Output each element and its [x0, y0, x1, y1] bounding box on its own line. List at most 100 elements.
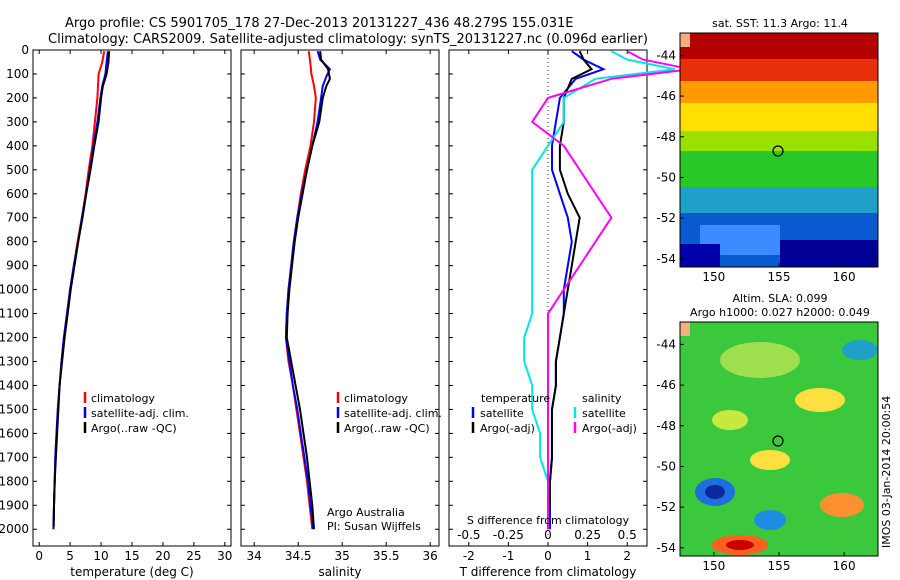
salinity-panel: 34 34.5 35 35.5 36 salinity climatology sate… — [240, 49, 442, 579]
argo-location-marker-sla — [772, 435, 784, 447]
x-tick-label: 20 — [155, 549, 170, 563]
x-tick-label: 15 — [124, 549, 139, 563]
x-tick-label: 0 — [544, 549, 552, 563]
argo-australia-label: Argo Australia — [327, 506, 405, 519]
series-line — [530, 50, 691, 530]
difference-legend: temperature salinity satellite Argo(-adj… — [471, 392, 637, 435]
y-tick-label: 0 — [21, 43, 29, 57]
x-tick-label: 36 — [423, 549, 438, 563]
map-y-tick-label: -48 — [656, 419, 676, 433]
s-diff-tick-label: 0 — [544, 528, 552, 542]
y-tick-label: 1800 — [0, 474, 29, 488]
s-diff-tick-label: -0.5 — [457, 528, 480, 542]
map-x-tick-label: 150 — [702, 270, 725, 284]
salinity-legend: climatology satellite-adj. clim. Argo(..… — [336, 392, 442, 435]
pi-label: PI: Susan Wijffels — [327, 520, 421, 533]
y-tick-label: 400 — [6, 139, 29, 153]
map-x-tick-label: 150 — [702, 559, 725, 573]
x-tick-label: 1 — [584, 549, 592, 563]
temperature-legend: climatology satellite-adj. clim. Argo(..… — [83, 392, 189, 435]
temperature-axes-box — [32, 49, 232, 547]
legend-label-s-argo: Argo(-adj) — [582, 422, 637, 435]
legend-label-s-satellite: satellite — [582, 407, 626, 420]
y-tick-label: 1500 — [0, 402, 29, 416]
map-y-tick-label: -48 — [656, 130, 676, 144]
x-tick-label: 25 — [186, 549, 201, 563]
header-line-1: Argo profile: CS 5901705_178 27-Dec-2013… — [65, 16, 573, 31]
s-difference-label: S difference from climatology — [467, 514, 630, 527]
map-y-tick-label: -54 — [656, 541, 676, 555]
sla-map-panel: Altim. SLA: 0.099 Argo h1000: 0.027 h200… — [656, 292, 879, 573]
y-tick-label: 700 — [6, 211, 29, 225]
salinity-xlabel: salinity — [318, 565, 361, 579]
header-line-2: Climatology: CARS2009. Satellite-adjuste… — [48, 32, 648, 47]
legend-title-salinity: salinity — [582, 392, 622, 405]
x-tick-label: 34 — [247, 549, 262, 563]
map-y-tick-label: -44 — [656, 337, 676, 351]
x-tick-label: 34.5 — [285, 549, 312, 563]
map-y-tick-label: -44 — [656, 48, 676, 62]
y-tick-label: 1600 — [0, 426, 29, 440]
map-y-tick-label: -46 — [656, 89, 676, 103]
sla-map-title-line-2: Argo h1000: 0.027 h2000: 0.049 — [690, 306, 870, 319]
legend-label-t-argo: Argo(-adj) — [480, 422, 535, 435]
y-tick-label: 300 — [6, 115, 29, 129]
map-x-tick-label: 155 — [768, 559, 791, 573]
y-tick-label: 100 — [6, 67, 29, 81]
y-tick-label: 200 — [6, 91, 29, 105]
sla-heatmap — [680, 322, 878, 556]
difference-panel: -2 -1 0 1 2 -0.5 -0.25 0 0.25 0.5 T difference f… — [448, 49, 691, 579]
legend-label-climatology: climatology — [91, 392, 155, 405]
sst-heatmap — [680, 33, 878, 267]
legend-label-argo: Argo(..raw -QC) — [91, 422, 177, 435]
x-tick-label: 35.5 — [373, 549, 400, 563]
map-y-tick-label: -50 — [656, 170, 676, 184]
series-line — [285, 51, 331, 530]
map-x-tick-label: 160 — [833, 270, 856, 284]
series-line — [523, 50, 675, 530]
legend-label-argo: Argo(..raw -QC) — [344, 422, 430, 435]
x-tick-label: 10 — [93, 549, 108, 563]
y-tick-label: 1400 — [0, 378, 29, 392]
y-tick-label: 1000 — [0, 283, 29, 297]
x-tick-label: 35 — [335, 549, 350, 563]
legend-label-t-satellite: satellite — [480, 407, 524, 420]
x-tick-label: 5 — [66, 549, 74, 563]
argo-location-marker-sst — [772, 145, 784, 157]
y-tick-label: 1100 — [0, 307, 29, 321]
y-tick-label: 500 — [6, 163, 29, 177]
y-tick-label: 600 — [6, 187, 29, 201]
imos-timestamp: IMOS 03-Jan-2014 20:00:54 — [880, 396, 893, 548]
sst-map-title: sat. SST: 11.3 Argo: 11.4 — [712, 17, 848, 30]
x-tick-label: -1 — [502, 549, 514, 563]
temperature-xlabel: temperature (deg C) — [70, 565, 193, 579]
salinity-axes-box — [240, 49, 440, 547]
y-tick-label: 1700 — [0, 450, 29, 464]
s-diff-tick-label: -0.25 — [493, 528, 524, 542]
s-diff-tick-label: 0.5 — [618, 528, 637, 542]
sla-map-title-line-1: Altim. SLA: 0.099 — [732, 292, 827, 305]
legend-label-satellite: satellite-adj. clim. — [344, 407, 442, 420]
map-y-tick-label: -50 — [656, 459, 676, 473]
sst-map-panel: sat. SST: 11.3 Argo: 11.4 -44 -46 -48 -50 -5… — [656, 17, 879, 284]
map-y-tick-label: -52 — [656, 500, 676, 514]
y-tick-label: 2000 — [0, 522, 29, 536]
series-line — [52, 51, 111, 527]
x-tick-label: 0 — [35, 549, 43, 563]
y-tick-label: 900 — [6, 259, 29, 273]
t-difference-xlabel: T difference from climatology — [459, 565, 637, 579]
y-tick-label: 800 — [6, 235, 29, 249]
legend-label-satellite: satellite-adj. clim. — [91, 407, 189, 420]
map-y-tick-label: -52 — [656, 211, 676, 225]
y-tick-label: 1300 — [0, 354, 29, 368]
map-y-tick-label: -54 — [656, 252, 676, 266]
x-tick-label: -2 — [463, 549, 475, 563]
x-tick-label: 2 — [623, 549, 631, 563]
legend-label-climatology: climatology — [344, 392, 408, 405]
y-tick-label: 1900 — [0, 498, 29, 512]
map-y-tick-label: -46 — [656, 378, 676, 392]
map-x-tick-label: 160 — [833, 559, 856, 573]
x-tick-label: 30 — [217, 549, 232, 563]
temperature-panel: 0100200300400500600700800900100011001200… — [0, 43, 232, 579]
